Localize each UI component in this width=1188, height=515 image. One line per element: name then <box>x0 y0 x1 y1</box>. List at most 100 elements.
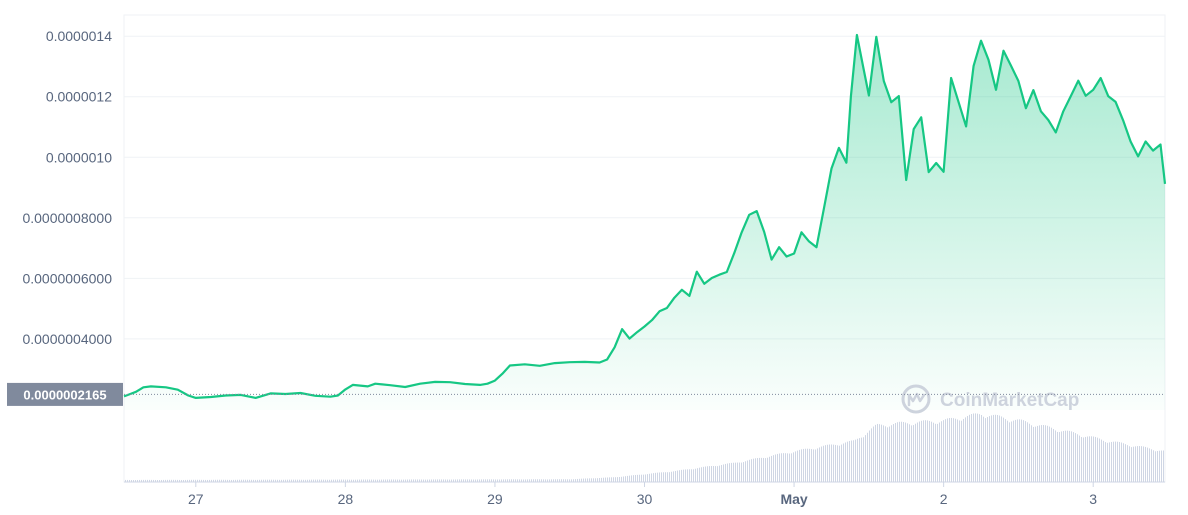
volume-bar <box>1161 451 1162 482</box>
x-tick-label: 2 <box>940 491 948 507</box>
volume-bar <box>693 469 694 482</box>
volume-bar <box>811 449 812 482</box>
volume-bar <box>619 477 620 482</box>
volume-bar <box>1069 431 1070 482</box>
volume-bar <box>605 478 606 482</box>
volume-bar <box>737 463 738 482</box>
volume-bar <box>847 442 848 482</box>
volume-bar <box>909 424 910 482</box>
volume-bar <box>709 466 710 482</box>
volume-bar <box>1057 432 1058 482</box>
y-tick-label: 0.0000010 <box>46 149 112 165</box>
volume-bar <box>751 459 752 482</box>
volume-bar <box>999 416 1000 482</box>
volume-bar <box>961 421 962 482</box>
volume-bar <box>1085 437 1086 482</box>
volume-bar <box>1109 442 1110 482</box>
volume-bar <box>661 472 662 482</box>
volume-bar <box>721 465 722 482</box>
volume-bar <box>699 468 700 482</box>
volume-bar <box>1121 443 1122 482</box>
volume-bar <box>1127 445 1128 482</box>
volume-bar <box>871 428 872 482</box>
volume-bar <box>603 478 604 482</box>
volume-bar <box>1033 427 1034 482</box>
volume-bar <box>643 475 644 482</box>
volume-bar <box>601 478 602 482</box>
volume-bar <box>673 471 674 482</box>
volume-bar <box>957 419 958 482</box>
volume-bar <box>897 422 898 482</box>
volume-bar <box>735 463 736 482</box>
volume-bar <box>587 478 588 482</box>
volume-bar <box>781 453 782 482</box>
volume-bar <box>1077 434 1078 482</box>
volume-bar <box>757 458 758 482</box>
volume-bar <box>771 456 772 482</box>
volume-bar <box>687 469 688 482</box>
volume-bar <box>663 472 664 482</box>
volume-bar <box>931 422 932 482</box>
volume-bars <box>125 413 1164 482</box>
volume-bar <box>779 454 780 482</box>
volume-bar <box>707 466 708 482</box>
volume-bar <box>1043 425 1044 482</box>
volume-bar <box>665 472 666 482</box>
volume-bar <box>1093 436 1094 482</box>
volume-bar <box>1143 446 1144 482</box>
volume-bar <box>963 419 964 482</box>
volume-bar <box>597 478 598 482</box>
volume-bar <box>1017 419 1018 482</box>
volume-bar <box>919 422 920 482</box>
volume-bar <box>1021 420 1022 482</box>
volume-bar <box>689 469 690 482</box>
volume-bar <box>1125 444 1126 482</box>
volume-bar <box>1089 436 1090 482</box>
volume-bar <box>889 427 890 482</box>
volume-bar <box>1073 432 1074 482</box>
volume-bar <box>791 453 792 482</box>
volume-bar <box>819 447 820 482</box>
volume-bar <box>1123 443 1124 482</box>
volume-bar <box>1039 425 1040 482</box>
volume-bar <box>647 474 648 482</box>
volume-bar <box>583 479 584 482</box>
volume-bar <box>997 415 998 482</box>
volume-bar <box>827 445 828 482</box>
volume-bar <box>993 415 994 482</box>
volume-bar <box>859 438 860 482</box>
volume-bar <box>591 478 592 482</box>
volume-bar <box>729 463 730 482</box>
volume-bar <box>825 445 826 482</box>
volume-bar <box>809 449 810 482</box>
volume-bar <box>627 476 628 482</box>
volume-bar <box>875 425 876 482</box>
volume-bar <box>631 475 632 482</box>
price-area-fill <box>124 35 1165 410</box>
volume-bar <box>731 463 732 482</box>
volume-bar <box>761 458 762 482</box>
volume-bar <box>697 468 698 482</box>
volume-bar <box>1083 437 1084 482</box>
volume-bar <box>1135 446 1136 482</box>
volume-bar <box>907 423 908 482</box>
volume-bar <box>1153 450 1154 482</box>
volume-bar <box>1159 451 1160 482</box>
volume-bar <box>895 423 896 482</box>
volume-bar <box>1087 437 1088 482</box>
volume-bar <box>967 416 968 482</box>
volume-bar <box>613 477 614 482</box>
x-tick-label: May <box>780 491 807 507</box>
volume-bar <box>821 447 822 482</box>
volume-bar <box>927 420 928 482</box>
volume-bar <box>929 421 930 482</box>
volume-bar <box>949 418 950 482</box>
x-tick-label: 29 <box>487 491 503 507</box>
volume-bar <box>1155 451 1156 482</box>
volume-bar <box>1041 425 1042 482</box>
volume-bar <box>677 471 678 482</box>
volume-bar <box>777 454 778 482</box>
volume-bar <box>833 445 834 482</box>
volume-bar <box>625 476 626 482</box>
volume-bar <box>1107 443 1108 482</box>
